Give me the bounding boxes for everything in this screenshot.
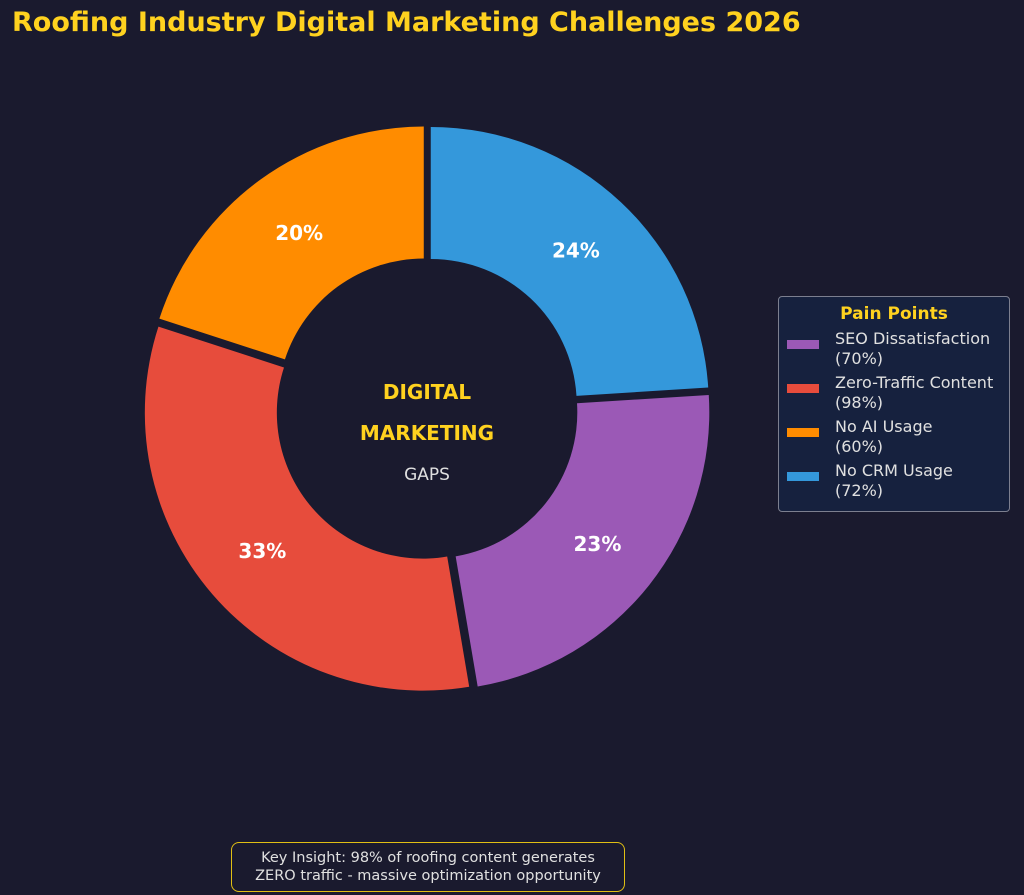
legend-label: SEO Dissatisfaction (70%) bbox=[835, 329, 990, 369]
legend-item-value: (72%) bbox=[835, 481, 884, 500]
percent-label: 23% bbox=[574, 532, 622, 556]
donut-slice-zero-traffic-content bbox=[144, 326, 470, 691]
chart-title: Roofing Industry Digital Marketing Chall… bbox=[12, 7, 801, 38]
legend-item-no-crm-usage: No CRM Usage (72%) bbox=[787, 461, 1001, 501]
percent-label: 20% bbox=[275, 221, 323, 245]
center-text-line3: GAPS bbox=[404, 465, 450, 485]
legend-item-seo-dissatisfaction: SEO Dissatisfaction (70%) bbox=[787, 329, 1001, 369]
legend-label: Zero-Traffic Content (98%) bbox=[835, 373, 993, 413]
legend: Pain Points SEO Dissatisfaction (70%) Ze… bbox=[778, 296, 1010, 512]
key-insight-annotation: Key Insight: 98% of roofing content gene… bbox=[231, 842, 625, 892]
donut-slice-no-ai-usage bbox=[159, 126, 424, 360]
legend-label: No CRM Usage (72%) bbox=[835, 461, 953, 501]
donut-slice-seo-dissatisfaction bbox=[455, 394, 710, 687]
legend-item-zero-traffic-content: Zero-Traffic Content (98%) bbox=[787, 373, 1001, 413]
legend-item-no-ai-usage: No AI Usage (60%) bbox=[787, 417, 1001, 457]
legend-item-name: No CRM Usage bbox=[835, 461, 953, 480]
legend-item-value: (60%) bbox=[835, 437, 884, 456]
key-insight-line1: Key Insight: 98% of roofing content gene… bbox=[261, 850, 595, 866]
percent-label: 33% bbox=[238, 539, 286, 563]
legend-item-name: Zero-Traffic Content bbox=[835, 373, 994, 392]
center-text-line2: MARKETING bbox=[360, 421, 494, 445]
legend-item-value: (98%) bbox=[835, 393, 884, 412]
center-text-line1: DIGITAL bbox=[383, 380, 471, 404]
legend-item-name: SEO Dissatisfaction bbox=[835, 329, 991, 348]
donut-slices bbox=[144, 126, 710, 691]
legend-title: Pain Points bbox=[840, 304, 948, 324]
percent-label: 24% bbox=[552, 238, 600, 262]
percent-labels: 24% 23% 33% 20% bbox=[238, 221, 621, 563]
legend-swatch bbox=[787, 340, 819, 349]
legend-swatch bbox=[787, 472, 819, 481]
legend-swatch bbox=[787, 428, 819, 437]
legend-item-value: (70%) bbox=[835, 349, 884, 368]
donut-slice-no-crm-usage bbox=[430, 126, 709, 396]
legend-swatch bbox=[787, 384, 819, 393]
key-insight-line2: ZERO traffic - massive optimization oppo… bbox=[255, 868, 601, 884]
legend-item-name: No AI Usage bbox=[835, 417, 933, 436]
legend-label: No AI Usage (60%) bbox=[835, 417, 932, 457]
